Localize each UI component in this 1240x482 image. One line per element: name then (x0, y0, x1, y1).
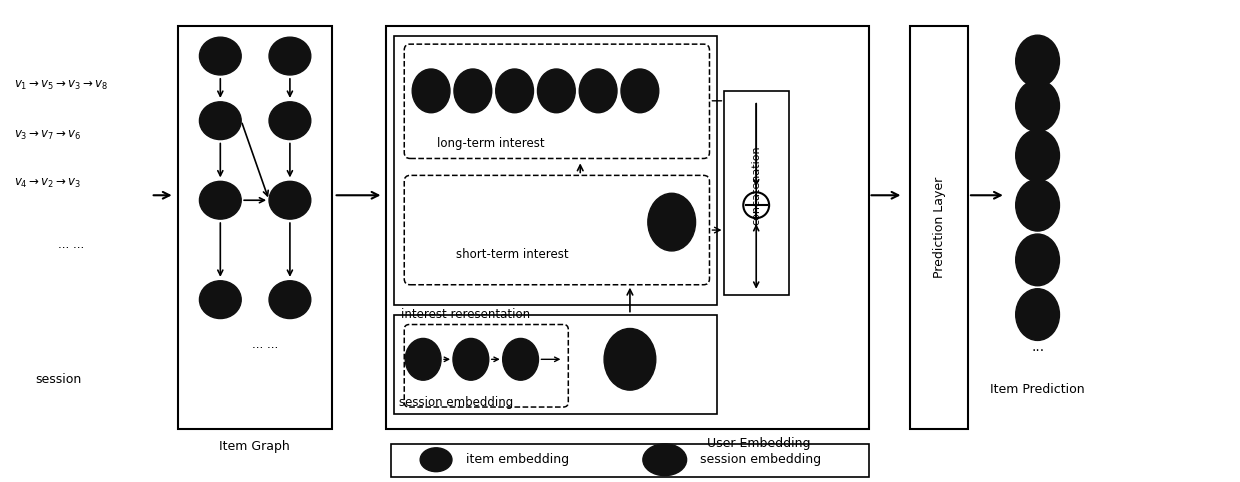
Ellipse shape (621, 69, 658, 113)
Ellipse shape (405, 338, 441, 380)
Ellipse shape (642, 444, 687, 476)
Ellipse shape (1016, 179, 1059, 231)
Text: session embedding: session embedding (699, 453, 821, 466)
Ellipse shape (269, 102, 311, 140)
Text: Prediction Layer: Prediction Layer (932, 176, 946, 278)
Text: short-term interest: short-term interest (456, 248, 569, 261)
Ellipse shape (420, 448, 451, 472)
Bar (387, 26, 868, 429)
Ellipse shape (1016, 234, 1059, 286)
Ellipse shape (200, 37, 242, 75)
Ellipse shape (1016, 289, 1059, 340)
Text: Item Prediction: Item Prediction (991, 383, 1085, 396)
Text: $v_1 \rightarrow v_5 \rightarrow v_3 \rightarrow v_8$: $v_1 \rightarrow v_5 \rightarrow v_3 \ri… (14, 80, 108, 93)
Ellipse shape (1016, 35, 1059, 87)
Text: session embedding: session embedding (399, 396, 513, 409)
Ellipse shape (604, 329, 656, 390)
Bar (724, 91, 789, 295)
Ellipse shape (647, 193, 696, 251)
Text: $v_3 \rightarrow v_7 \rightarrow v_6$: $v_3 \rightarrow v_7 \rightarrow v_6$ (14, 129, 81, 142)
Ellipse shape (200, 281, 242, 319)
Ellipse shape (454, 69, 492, 113)
Text: ...: ... (1030, 340, 1044, 354)
Text: session: session (35, 373, 82, 386)
Ellipse shape (1016, 130, 1059, 181)
Bar (177, 26, 331, 429)
Ellipse shape (502, 338, 538, 380)
Ellipse shape (200, 102, 242, 140)
Ellipse shape (269, 181, 311, 219)
Text: concatenation: concatenation (751, 146, 761, 225)
Ellipse shape (453, 338, 489, 380)
Ellipse shape (269, 281, 311, 319)
Bar (394, 36, 718, 305)
Text: ... ...: ... ... (252, 338, 278, 351)
Ellipse shape (496, 69, 533, 113)
Bar (910, 26, 968, 429)
Ellipse shape (200, 181, 242, 219)
Ellipse shape (412, 69, 450, 113)
Text: User Embedding: User Embedding (708, 437, 811, 450)
Text: ... ...: ... ... (58, 239, 84, 252)
Bar (394, 315, 718, 414)
Ellipse shape (269, 37, 311, 75)
Ellipse shape (579, 69, 618, 113)
Ellipse shape (1016, 80, 1059, 132)
Text: Item Graph: Item Graph (218, 441, 289, 453)
Text: item embedding: item embedding (466, 453, 569, 466)
Bar (392, 444, 868, 477)
Text: long-term interest: long-term interest (436, 137, 544, 150)
Ellipse shape (537, 69, 575, 113)
Text: $v_4 \rightarrow v_2 \rightarrow v_3$: $v_4 \rightarrow v_2 \rightarrow v_3$ (14, 177, 81, 190)
Text: interest reresentation: interest reresentation (402, 308, 531, 321)
